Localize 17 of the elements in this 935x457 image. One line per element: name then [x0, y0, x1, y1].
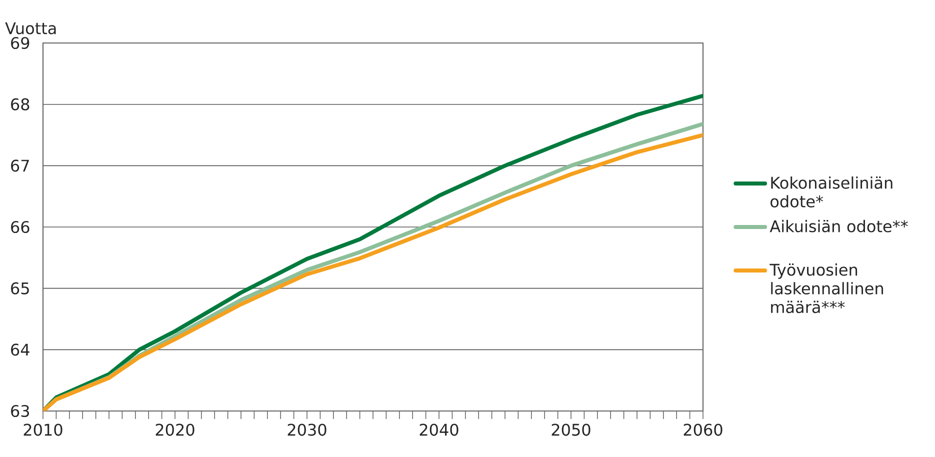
- y-tick-label: 63: [11, 404, 29, 418]
- y-axis-title: Vuotta: [5, 22, 56, 34]
- y-tick-label: 65: [11, 282, 29, 294]
- y-tick-label: 66: [11, 220, 30, 234]
- x-tick-label: 2010: [24, 424, 62, 436]
- x-tick-label: 2060: [684, 424, 722, 436]
- y-tick-label: 64: [11, 344, 30, 356]
- x-tick-label: 2030: [288, 424, 326, 436]
- y-tick-label: 69: [11, 36, 30, 50]
- x-tick-label: 2020: [156, 424, 194, 436]
- x-tick-label: 2050: [552, 424, 590, 436]
- y-tick-label: 67: [11, 160, 29, 172]
- legend-label: Työvuosien laskennallinen määrä***: [770, 263, 884, 314]
- y-tick-label: 68: [11, 98, 30, 110]
- x-tick-label: 2040: [420, 424, 458, 436]
- legend-label: Kokonaiseliniän odote*: [770, 176, 892, 208]
- legend-label: Aikuisiän odote**: [770, 220, 908, 232]
